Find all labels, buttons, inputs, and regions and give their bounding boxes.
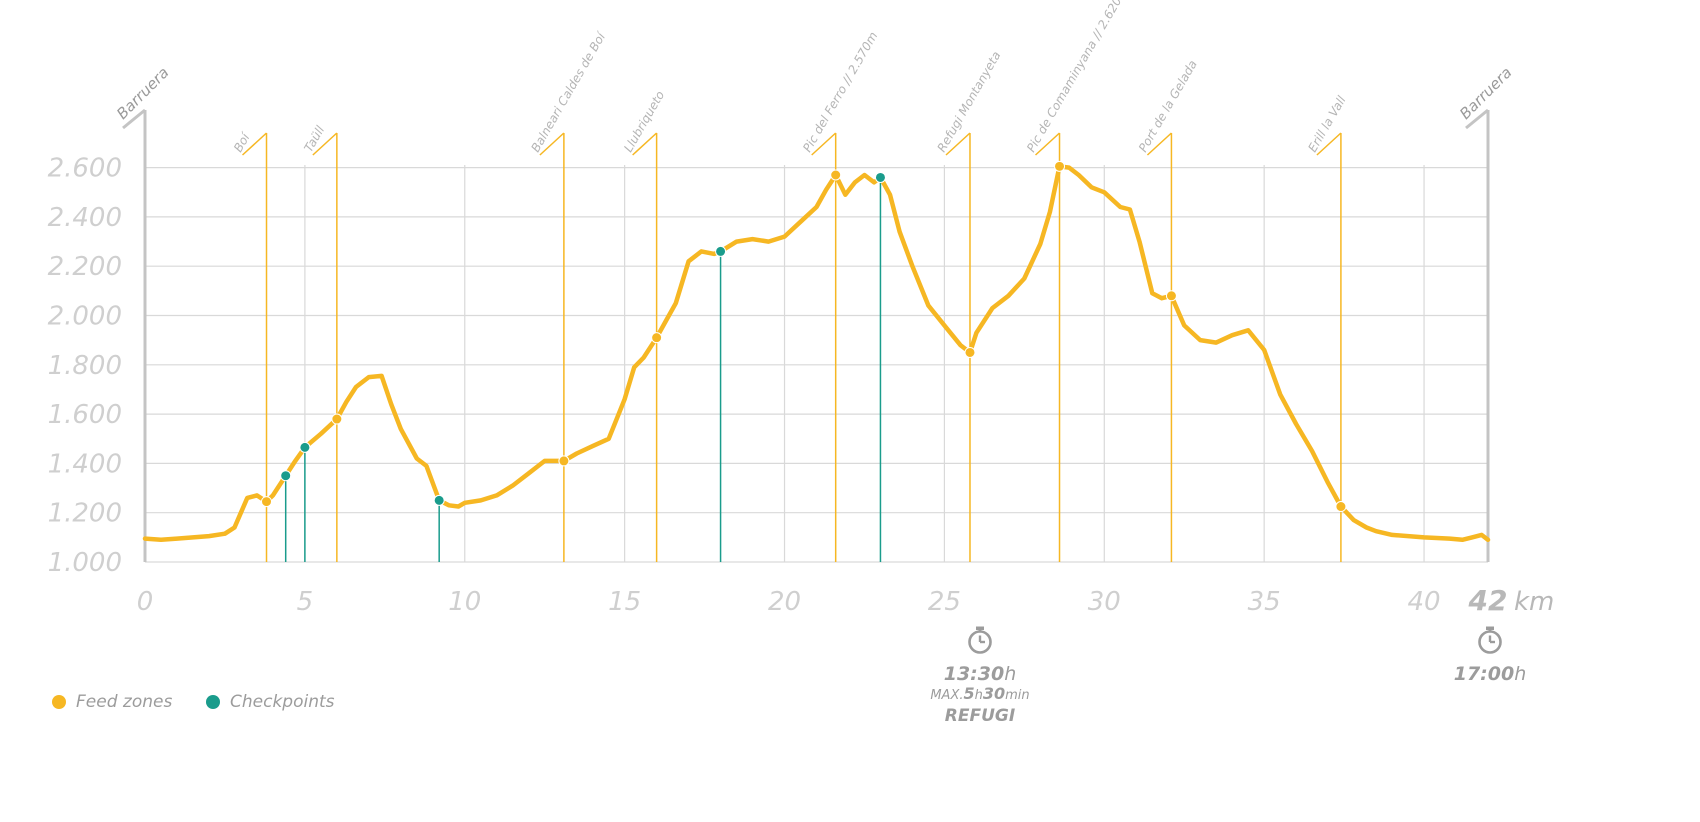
x-end-label: 42 bbox=[1468, 584, 1508, 617]
start-axis-label: Barruera bbox=[113, 63, 172, 122]
legend-feed-zones: Feed zones bbox=[52, 690, 172, 714]
x-tick-label: 20 bbox=[768, 587, 801, 617]
x-tick-label: 30 bbox=[1088, 587, 1121, 617]
checkpoint-marker bbox=[874, 171, 886, 183]
marker-layer bbox=[261, 160, 1347, 513]
waypoint-label: Refugi Montanyeta bbox=[934, 49, 1003, 155]
cutoff-max-duration: MAX.5h30min bbox=[920, 685, 1040, 705]
feed-zone-dot-icon bbox=[52, 695, 66, 709]
feed-zone-marker bbox=[1165, 290, 1177, 302]
waypoint-flag bbox=[632, 132, 658, 156]
x-tick-label: 40 bbox=[1408, 587, 1441, 617]
cutoff-time-value: 13:30 bbox=[943, 663, 1005, 685]
end-axis-flag bbox=[1465, 108, 1489, 130]
cutoff-finish: 17:00h bbox=[1440, 625, 1540, 685]
x-tick-label: 25 bbox=[928, 587, 961, 617]
cutoff-max-hours-unit: h bbox=[974, 688, 983, 703]
feed-zone-marker bbox=[1054, 160, 1066, 172]
waypoint-flag bbox=[1035, 132, 1061, 156]
feed-zone-marker bbox=[1335, 501, 1347, 513]
checkpoint-marker bbox=[280, 470, 292, 482]
feed-zone-marker bbox=[331, 413, 343, 425]
stopwatch-icon bbox=[968, 626, 992, 654]
cutoff-max-minutes-unit: min bbox=[1005, 688, 1030, 703]
y-tick-label: 1.800 bbox=[48, 351, 122, 381]
legend-checkpoint-label: Checkpoints bbox=[230, 692, 335, 712]
legend-checkpoints: Checkpoints bbox=[206, 690, 335, 714]
finish-time: 17:00h bbox=[1440, 663, 1540, 685]
elevation-profile-line bbox=[142, 164, 1491, 543]
cutoff-time: 13:30h bbox=[920, 663, 1040, 685]
cutoff-max-minutes: 30 bbox=[982, 684, 1006, 703]
y-tick-label: 2.200 bbox=[48, 252, 122, 282]
feed-zone-marker bbox=[651, 332, 663, 344]
finish-time-unit: h bbox=[1514, 663, 1527, 685]
feed-zone-marker bbox=[261, 496, 273, 508]
y-tick-label: 1.400 bbox=[48, 449, 122, 479]
checkpoint-stems bbox=[284, 177, 882, 562]
y-tick-label: 1.000 bbox=[48, 548, 122, 578]
cutoff-max-prefix: MAX. bbox=[930, 688, 964, 703]
waypoint-flag bbox=[242, 132, 268, 156]
y-tick-label: 2.400 bbox=[48, 203, 122, 233]
checkpoint-marker bbox=[433, 494, 445, 506]
feed-zone-marker bbox=[558, 455, 570, 467]
legend-feed-label: Feed zones bbox=[76, 692, 173, 712]
waypoint-label: Pic de Comaminyana // 2.620m bbox=[1024, 0, 1130, 155]
x-unit-label: km bbox=[1514, 587, 1554, 617]
feed-zone-marker bbox=[830, 169, 842, 181]
x-tick-label: 15 bbox=[608, 587, 641, 617]
waypoint-label: Pic del Ferro // 2.570m bbox=[800, 29, 880, 154]
cutoff-place: REFUGI bbox=[944, 706, 1016, 726]
waypoint-layer bbox=[242, 132, 1342, 562]
label-layer: 1.000 1.200 1.400 1.600 1.800 2.000 2.200 2.400… bbox=[48, 0, 1555, 617]
waypoint-label: Taüll bbox=[301, 123, 327, 155]
waypoint-label: Boí bbox=[231, 130, 253, 155]
cutoff-time-unit: h bbox=[1004, 663, 1017, 685]
y-tick-label: 1.200 bbox=[48, 499, 122, 529]
checkpoint-marker bbox=[715, 245, 727, 257]
waypoint-flag bbox=[539, 132, 565, 156]
feed-zone-marker bbox=[964, 346, 976, 358]
waypoint-flag bbox=[945, 132, 971, 156]
y-tick-label: 2.000 bbox=[48, 302, 122, 332]
waypoint-flag bbox=[312, 132, 338, 156]
cutoff-refugi: 13:30h MAX.5h30min REFUGI bbox=[920, 625, 1040, 727]
cutoff-max-hours: 5 bbox=[963, 684, 975, 703]
waypoint-label: Port de la Gelada bbox=[1136, 58, 1200, 155]
waypoint-label: Balneari Caldes de Boí bbox=[528, 29, 609, 155]
checkpoint-dot-icon bbox=[206, 695, 220, 709]
end-axis-label: Barruera bbox=[1456, 63, 1515, 122]
start-axis-flag bbox=[122, 108, 146, 130]
stopwatch-icon bbox=[1478, 626, 1502, 654]
x-tick-label: 35 bbox=[1248, 587, 1281, 617]
finish-time-value: 17:00 bbox=[1453, 663, 1515, 685]
waypoint-flag bbox=[1146, 132, 1172, 156]
grid-layer bbox=[122, 108, 1490, 563]
checkpoint-marker bbox=[299, 441, 311, 453]
x-tick-label: 5 bbox=[297, 587, 314, 617]
y-tick-label: 1.600 bbox=[48, 400, 122, 430]
waypoint-flag bbox=[1316, 132, 1342, 156]
x-tick-label: 10 bbox=[448, 587, 481, 617]
x-tick-label: 0 bbox=[137, 587, 154, 617]
waypoint-flag bbox=[811, 132, 837, 156]
y-tick-label: 2.600 bbox=[48, 154, 122, 184]
